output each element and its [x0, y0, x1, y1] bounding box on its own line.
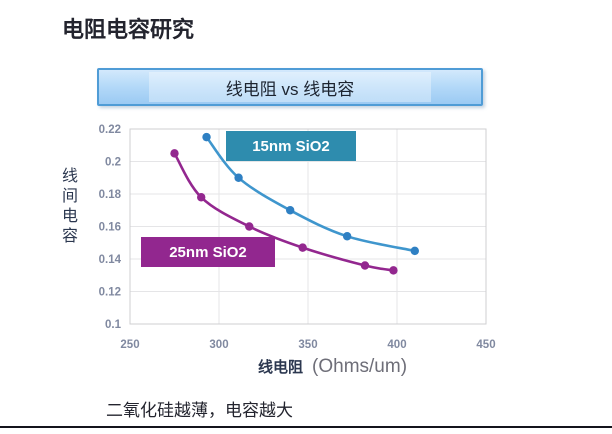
series-label-box [141, 237, 275, 267]
data-point [286, 206, 295, 215]
slide-caption: 二氧化硅越薄，电容越大 [106, 401, 293, 420]
y-tick-label: 0.2 [105, 157, 121, 169]
data-point [170, 149, 179, 158]
chart-title-label: 线电阻 vs 线电容 [225, 79, 355, 99]
x-tick-label: 400 [387, 339, 406, 351]
data-point [298, 243, 307, 252]
data-point [360, 261, 370, 270]
banner-inner-panel: 线电阻 vs 线电容 [148, 72, 432, 102]
plot-border [129, 128, 487, 325]
data-point [202, 132, 211, 142]
y-tick-label: 0.14 [99, 254, 122, 266]
data-point [245, 222, 254, 231]
x-axis-title: 线电阻 (Ohms/um) [258, 356, 407, 378]
data-point [389, 266, 398, 275]
data-point [342, 232, 352, 241]
x-tick-label: 300 [209, 339, 228, 351]
x-axis-title-cn: 线电阻 [258, 359, 304, 376]
data-point [410, 246, 419, 256]
chart-title-banner: 线电阻 vs 线电容 [97, 68, 483, 106]
x-tick-label: 450 [476, 339, 495, 351]
data-point [234, 173, 243, 182]
y-tick-label: 0.16 [99, 222, 121, 234]
series-label-text: 15nm SiO2 [252, 138, 330, 155]
y-tick-label: 0.1 [105, 319, 122, 331]
data-point [197, 193, 206, 202]
bottom-divider [0, 426, 612, 428]
y-tick-label: 0.12 [99, 287, 121, 299]
page-title: 电阻电容研究 [62, 17, 195, 42]
x-axis-title-unit: (Ohms/um) [312, 356, 408, 377]
series-label-box [226, 131, 356, 161]
x-tick-label: 250 [120, 339, 139, 351]
y-tick-label: 0.18 [99, 189, 122, 201]
y-axis-title: 线间电容 [61, 168, 78, 245]
y-tick-label: 0.22 [99, 124, 121, 136]
series-label-text: 25nm SiO2 [169, 244, 247, 261]
x-tick-label: 350 [298, 339, 317, 351]
